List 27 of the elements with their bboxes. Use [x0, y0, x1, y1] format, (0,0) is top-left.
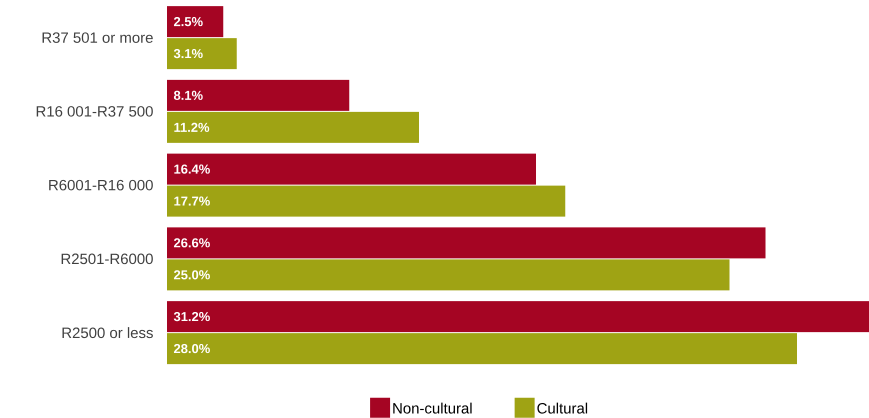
- data-label: 8.1%: [174, 90, 203, 100]
- data-label: 11.2%: [174, 122, 210, 132]
- data-label: 16.4%: [174, 164, 210, 174]
- data-label: 2.5%: [174, 17, 203, 26]
- data-label: 17.7%: [174, 196, 210, 206]
- bar: [167, 80, 350, 111]
- y-tick-label: R37 501 or more: [42, 32, 153, 43]
- bar: [167, 186, 566, 217]
- bar: [167, 301, 869, 332]
- bar: [167, 333, 798, 364]
- bar: [167, 38, 237, 70]
- legend-label: Non-cultural: [393, 402, 472, 414]
- data-label: 3.1%: [174, 49, 203, 58]
- bar: [167, 154, 536, 185]
- y-tick-label: R16 001-R37 500: [36, 106, 153, 117]
- legend-label: Cultural: [537, 402, 588, 414]
- data-label: 31.2%: [174, 312, 210, 322]
- data-label: 25.0%: [174, 270, 210, 280]
- bar: [167, 112, 420, 143]
- y-tick-label: R2501-R6000: [62, 254, 153, 264]
- data-label: 26.6%: [174, 238, 210, 248]
- bar: [167, 6, 224, 38]
- y-tick-label: R6001-R16 000: [49, 180, 153, 190]
- y-tick-label: R2500 or less: [62, 327, 153, 338]
- bar: [167, 227, 766, 258]
- bar: [167, 259, 730, 290]
- data-label: 28.0%: [174, 344, 210, 354]
